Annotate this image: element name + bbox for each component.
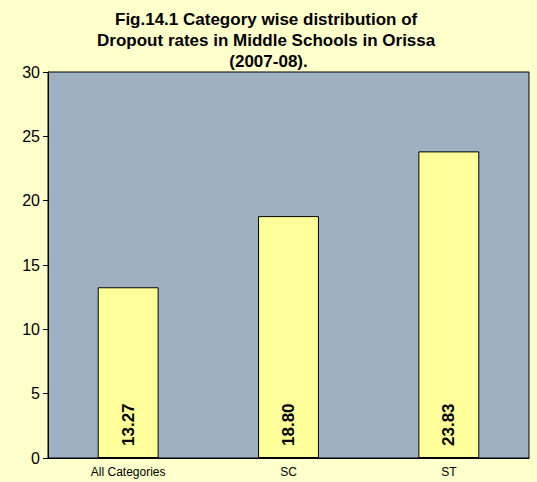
svg-text:All Categories: All Categories: [91, 465, 166, 479]
svg-text:0: 0: [31, 450, 40, 467]
svg-text:25: 25: [22, 128, 40, 145]
svg-text:10: 10: [22, 321, 40, 338]
svg-text:30: 30: [22, 64, 40, 81]
svg-text:20: 20: [22, 192, 40, 209]
svg-text:SC: SC: [280, 465, 297, 479]
svg-text:ST: ST: [441, 465, 457, 479]
svg-text:5: 5: [31, 385, 40, 402]
svg-text:23.83: 23.83: [439, 403, 458, 446]
svg-text:(2007-08).: (2007-08).: [229, 52, 307, 71]
svg-text:13.27: 13.27: [119, 403, 138, 446]
svg-text:18.80: 18.80: [279, 403, 298, 446]
svg-text:15: 15: [22, 257, 40, 274]
svg-text:Dropout rates in Middle School: Dropout rates in Middle Schools in Oriss…: [97, 31, 440, 50]
svg-text:Fig.14.1 Category wise distrib: Fig.14.1 Category wise distribution of: [115, 10, 422, 29]
